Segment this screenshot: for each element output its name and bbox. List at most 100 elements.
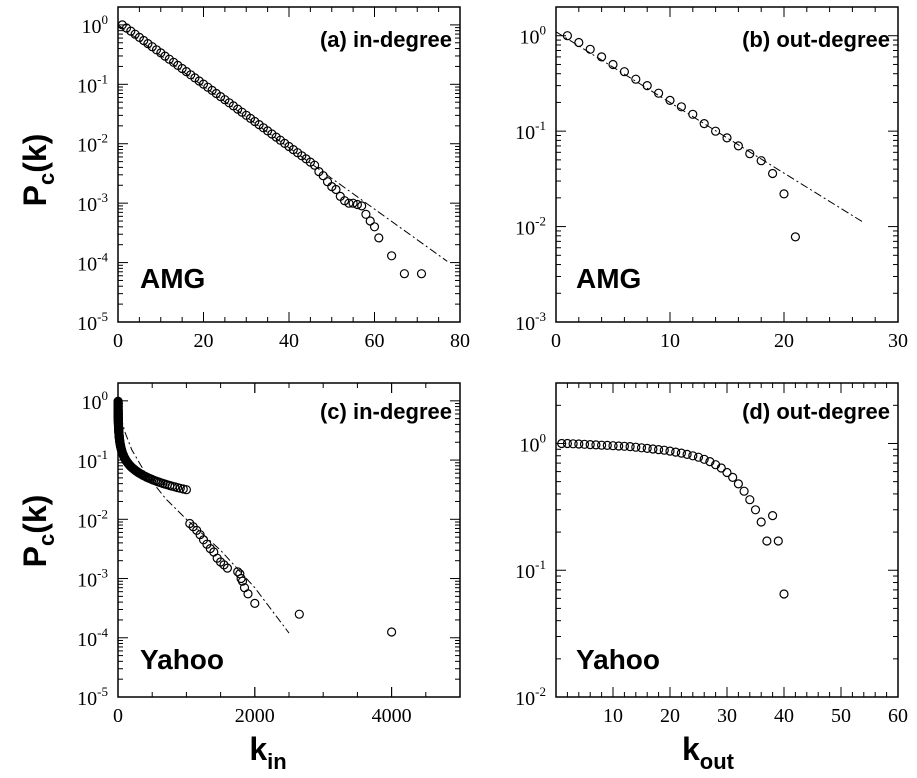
panel-d-out-degree-yahoo: 10 20 30 40 50 60 10-2 10-1 100 (d) out-degree Yah… — [515, 382, 908, 727]
data-point — [636, 443, 647, 453]
data-point — [357, 201, 367, 211]
x-axis-title-main: k — [682, 731, 700, 767]
x-tick-label: 50 — [831, 705, 851, 727]
y-tick-label: 10-1 — [77, 447, 108, 473]
data-point — [348, 198, 358, 208]
data-point — [619, 441, 630, 451]
y-tick-label: 10-3 — [77, 190, 108, 216]
data-point — [790, 232, 801, 242]
data-point — [387, 627, 397, 637]
data-point — [688, 109, 698, 119]
x-tick-label: 20 — [774, 330, 794, 352]
y-tick-label: 10-1 — [515, 118, 546, 144]
data-point — [294, 609, 304, 619]
data-point — [596, 440, 607, 450]
data-point — [653, 88, 664, 98]
data-point — [659, 445, 669, 455]
data-point — [722, 133, 732, 143]
fit-line — [117, 400, 290, 634]
plot-frame — [555, 6, 899, 323]
y-axis-title-main: P — [17, 546, 53, 567]
data-point — [574, 37, 584, 48]
data-point — [352, 199, 362, 210]
data-point — [710, 126, 721, 136]
y-axis-title-sub: c — [34, 173, 59, 185]
y-tick-label: 10-2 — [77, 506, 108, 532]
y-axis-title-top: Pc(k) — [17, 134, 59, 207]
data-point — [361, 209, 371, 219]
data-point — [562, 31, 573, 41]
data-point — [767, 510, 778, 521]
data-point — [773, 536, 783, 546]
y-tick-label: 100 — [82, 388, 109, 414]
data-point — [243, 589, 253, 599]
data-point — [602, 440, 612, 450]
data-point — [181, 485, 191, 495]
y-tick-label: 100 — [520, 430, 547, 456]
data-point — [728, 472, 738, 482]
data-point — [585, 44, 595, 54]
x-tick-label: 4000 — [372, 705, 412, 727]
data-point — [310, 160, 320, 170]
y-tick-label: 10-2 — [515, 684, 546, 710]
data-point — [756, 156, 766, 166]
data-point — [591, 440, 601, 450]
y-axis-title-main: P — [17, 185, 53, 206]
data-point — [222, 563, 232, 573]
data-point — [374, 233, 384, 243]
data-point — [745, 149, 755, 159]
data-point — [688, 451, 698, 461]
x-tick-label: 60 — [365, 330, 385, 352]
data-point — [665, 446, 675, 456]
data-point — [568, 439, 578, 449]
dataset-label: Yahoo — [140, 644, 224, 675]
y-tick-label: 10-1 — [77, 71, 108, 97]
data-point — [387, 251, 397, 261]
y-axis-title-sub: c — [34, 534, 59, 546]
data-point — [682, 449, 692, 459]
data-point — [369, 222, 380, 232]
data-point — [596, 52, 607, 62]
data-point — [779, 189, 789, 199]
data-point — [767, 168, 778, 179]
data-point — [579, 439, 590, 449]
fit-line — [117, 24, 448, 262]
dataset-label: AMG — [140, 263, 205, 294]
data-point — [365, 216, 375, 226]
data-point — [665, 95, 675, 106]
data-point — [779, 589, 789, 599]
data-point — [574, 439, 584, 449]
data-point — [344, 198, 354, 208]
x-tick-label: 60 — [888, 705, 908, 727]
panel-label: (d) out-degree — [742, 399, 890, 424]
x-tick-label: 40 — [774, 705, 794, 727]
data-point — [619, 67, 630, 77]
y-tick-label: 10-4 — [77, 625, 108, 651]
y-axis-title-tail: (k) — [17, 495, 53, 534]
fit-line — [555, 31, 865, 224]
y-tick-label: 10-5 — [77, 309, 108, 335]
data-point — [331, 184, 341, 195]
x-tick-label: 20 — [194, 330, 214, 352]
y-tick-label: 10-2 — [77, 131, 108, 157]
data-point — [625, 442, 635, 452]
dataset-label: AMG — [576, 263, 641, 294]
data-point — [608, 441, 618, 451]
data-point — [648, 444, 658, 454]
x-axis-title-sub: out — [700, 749, 735, 774]
x-tick-label: 30 — [717, 705, 737, 727]
x-axis-title-left: kin — [249, 731, 286, 774]
x-tick-label: 0 — [113, 705, 123, 727]
data-point — [237, 576, 248, 586]
x-axis-title-main: k — [249, 731, 267, 767]
data-point — [608, 59, 618, 70]
y-axis-title-tail: (k) — [17, 134, 53, 173]
data-point — [631, 74, 641, 84]
data-point — [756, 517, 766, 527]
data-point — [733, 479, 744, 489]
data-point — [318, 171, 328, 181]
data-point — [762, 536, 772, 546]
data-point — [250, 598, 260, 609]
data-point — [631, 442, 641, 452]
